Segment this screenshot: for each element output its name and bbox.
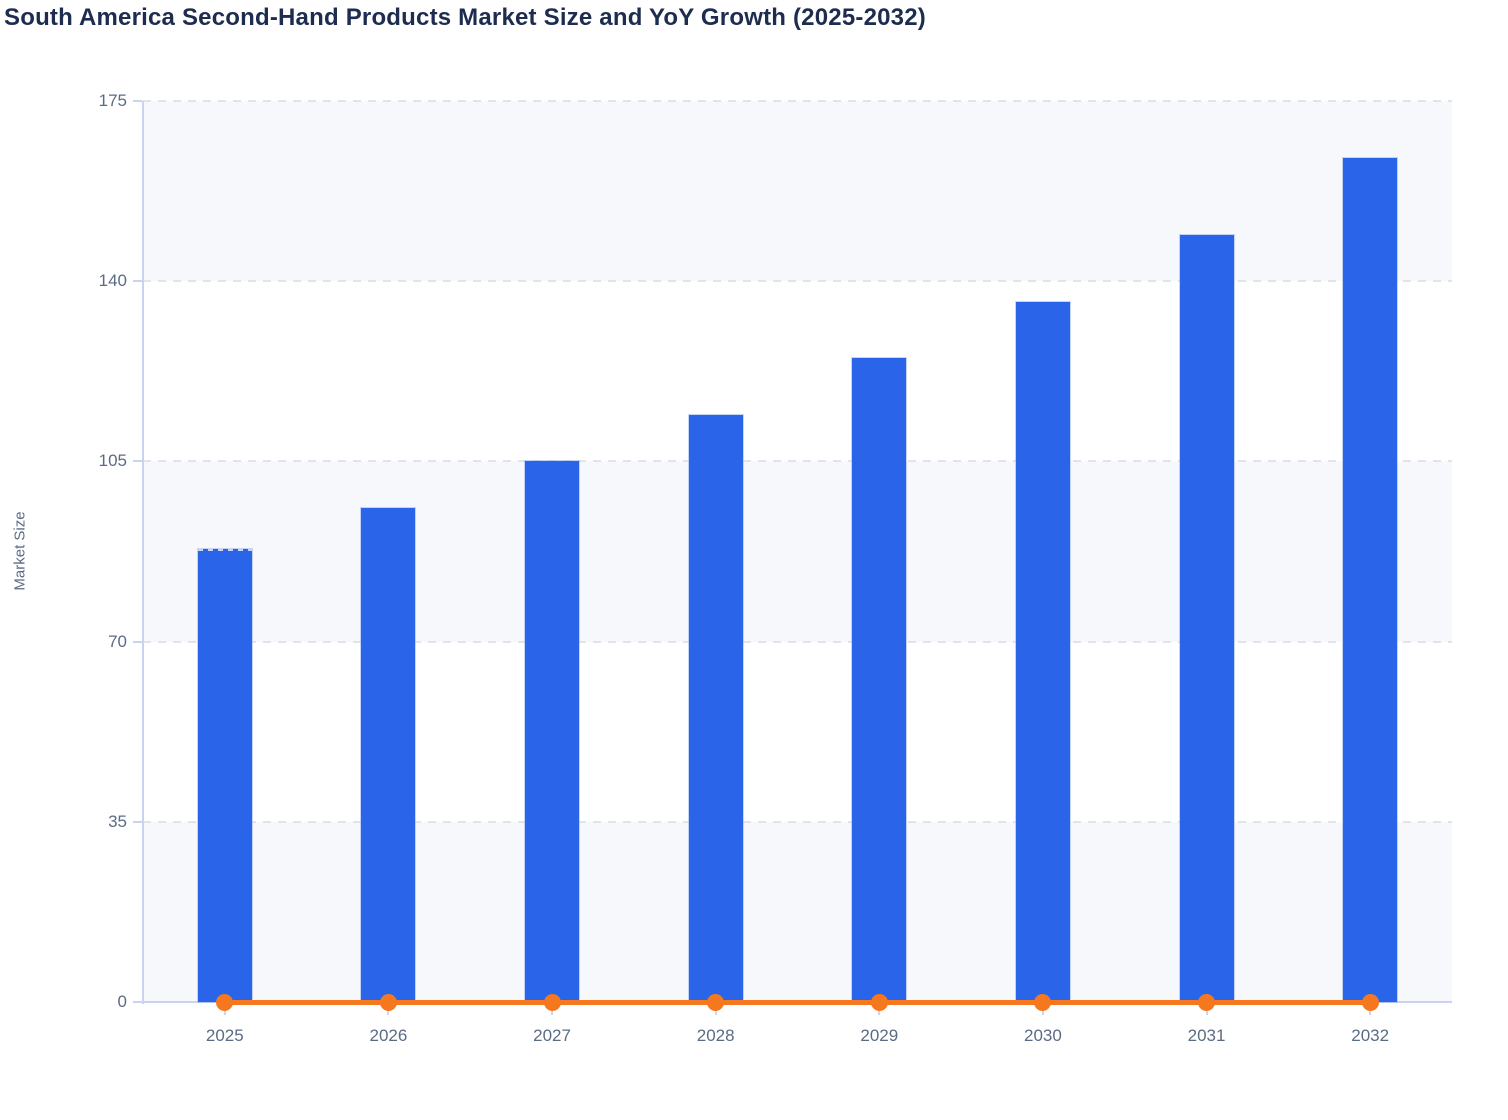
- y-tick-label-70: 70: [108, 631, 127, 651]
- x-tick-label-2032: 2032: [1351, 1026, 1390, 1045]
- x-tick-label-2027: 2027: [533, 1026, 571, 1045]
- bar-2026[interactable]: [361, 507, 416, 1002]
- y-tick-mark-70: [133, 640, 142, 643]
- yoy-marker-2030[interactable]: [1034, 993, 1052, 1011]
- gridline-105: [143, 460, 1452, 463]
- yoy-marker-2029[interactable]: [870, 993, 888, 1011]
- yoy-marker-2027[interactable]: [543, 993, 561, 1011]
- y-tick-mark-0: [133, 1001, 142, 1003]
- yoy-marker-2028[interactable]: [707, 993, 725, 1011]
- gridline-140: [143, 280, 1452, 283]
- y-tick-label-0: 0: [117, 992, 127, 1011]
- plot-band-140-175: [143, 101, 1452, 282]
- x-tick-label-2031: 2031: [1187, 1026, 1226, 1045]
- chart-title: South America Second-Hand Products Marke…: [4, 4, 926, 31]
- y-tick-label-175: 175: [98, 91, 127, 110]
- y-tick-mark-140: [133, 280, 142, 283]
- plot-area: 0 35 70 105 140 175 2025 2026 2027 2028 2029 2030 20…: [99, 91, 1452, 1045]
- yoy-marker-2026[interactable]: [379, 993, 397, 1011]
- y-tick-label-35: 35: [108, 811, 127, 831]
- y-tick-mark-35: [133, 820, 142, 823]
- x-tick-label-2030: 2030: [1024, 1026, 1062, 1045]
- y-axis-title: Market Size: [11, 511, 29, 591]
- x-tick-label-2028: 2028: [696, 1026, 735, 1045]
- x-tick-label-2026: 2026: [369, 1026, 408, 1045]
- bar-2028[interactable]: [688, 415, 743, 1002]
- y-tick-mark-175: [133, 100, 142, 102]
- gridline-175: [143, 100, 1452, 102]
- gridline-70: [143, 640, 1452, 643]
- bar-estimate-dashed-top: [197, 547, 252, 551]
- bar-2027[interactable]: [525, 461, 580, 1002]
- bar-2032[interactable]: [1343, 157, 1398, 1002]
- bar-2025[interactable]: [197, 547, 252, 1002]
- gridline-35: [143, 820, 1452, 823]
- bar-2031[interactable]: [1179, 234, 1234, 1002]
- y-axis-line: [142, 101, 144, 1004]
- yoy-growth-line[interactable]: [224, 1000, 1371, 1005]
- yoy-marker-2032[interactable]: [1361, 993, 1379, 1011]
- x-tick-label-2025: 2025: [205, 1026, 244, 1045]
- bar-2030[interactable]: [1015, 301, 1070, 1002]
- bar-2029[interactable]: [852, 358, 907, 1002]
- yoy-marker-2031[interactable]: [1198, 993, 1216, 1011]
- y-tick-mark-105: [133, 460, 142, 463]
- x-tick-label-2029: 2029: [860, 1026, 899, 1045]
- y-tick-label-140: 140: [98, 271, 127, 291]
- y-tick-label-105: 105: [98, 451, 127, 471]
- plot-band-70-105: [143, 461, 1452, 642]
- plot-band-0-35: [143, 821, 1452, 1002]
- yoy-marker-2025[interactable]: [216, 993, 234, 1011]
